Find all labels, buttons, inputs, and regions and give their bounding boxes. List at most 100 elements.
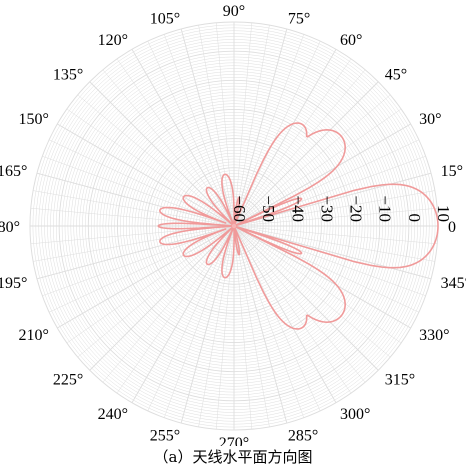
grid-spoke <box>235 228 352 394</box>
angle-tick-label: 270° <box>219 435 249 446</box>
grid-spoke <box>49 227 232 313</box>
grid-spoke <box>236 94 391 225</box>
angle-tick-label: 285° <box>288 428 318 445</box>
angle-tick-label: 330° <box>419 327 449 344</box>
grid-spoke <box>235 228 321 411</box>
grid-spoke <box>33 190 232 226</box>
angle-tick-label: 165° <box>0 163 27 180</box>
angle-tick-label: 90° <box>223 3 245 20</box>
grid-spoke <box>36 172 232 226</box>
grid-spoke <box>215 22 234 224</box>
angle-tick-label: 345° <box>441 275 466 292</box>
grid-spoke <box>235 41 321 224</box>
grid-spoke <box>116 58 233 224</box>
chart-caption: （a）天线水平面方向图 <box>153 448 313 466</box>
radial-tick-label: −40 <box>288 195 307 222</box>
grid-spoke <box>236 207 438 226</box>
grid-spoke <box>77 227 232 358</box>
angle-tick-label: 180° <box>0 219 20 236</box>
grid-spoke <box>163 34 234 224</box>
angle-tick-label: 255° <box>150 428 180 445</box>
grid-spoke <box>236 123 411 225</box>
grid-spoke <box>236 172 432 226</box>
grid-spoke <box>235 228 366 383</box>
grid-spoke <box>131 228 233 403</box>
radial-tick-label: −10 <box>376 195 395 222</box>
grid-spoke <box>33 226 232 262</box>
grid-spoke <box>163 228 234 418</box>
polar-chart: 0 15° 30° 45° 60° 75° 90° 105° 120° 135° 150° 165° 1… <box>0 3 466 446</box>
angle-tick-label: 150° <box>18 111 48 128</box>
grid-spoke <box>234 228 305 418</box>
grid-spoke <box>234 228 253 430</box>
grid-spoke <box>215 228 234 430</box>
grid-spoke <box>236 226 426 297</box>
angle-tick-label: 315° <box>385 372 415 389</box>
radial-tick-label: −20 <box>347 195 366 222</box>
angle-tick-label: 0 <box>448 219 456 236</box>
grid-spoke <box>180 28 234 224</box>
grid-spoke <box>102 228 233 383</box>
grid-spoke <box>66 108 232 225</box>
grid-spoke <box>235 58 352 224</box>
grid-spoke <box>49 139 232 225</box>
grid-spoke <box>236 108 402 225</box>
grid-spoke <box>234 228 288 424</box>
grid-spoke <box>236 155 426 226</box>
angle-tick-label: 135° <box>53 66 83 83</box>
radial-tick-label: −60 <box>230 195 249 222</box>
grid-spoke <box>235 69 366 224</box>
grid-spoke <box>234 28 288 224</box>
grid-spoke <box>235 81 379 225</box>
grid-spoke <box>234 22 253 224</box>
angle-tick-label: 75° <box>288 10 310 27</box>
grid-spoke <box>235 49 337 224</box>
angle-tick-label: 195° <box>0 275 27 292</box>
radial-tick-label: 0 <box>405 214 424 223</box>
grid-spoke <box>147 228 233 411</box>
grid-spoke <box>236 227 402 344</box>
angle-tick-label: 210° <box>18 327 48 344</box>
grid-spoke <box>180 228 234 424</box>
grid-spoke <box>234 34 305 224</box>
center-point <box>231 223 237 229</box>
grid-spoke <box>198 25 234 224</box>
angle-tick-label: 60° <box>340 32 362 49</box>
grid-spoke <box>131 49 233 224</box>
grid-spoke <box>234 228 270 427</box>
grid-spoke <box>235 228 337 403</box>
radial-tick-label: −30 <box>317 195 336 222</box>
series-line <box>157 122 439 330</box>
grid-spoke <box>234 25 270 224</box>
angle-tick-label: 300° <box>340 406 370 423</box>
grid-spoke <box>236 227 391 358</box>
grid-spoke <box>57 123 232 225</box>
angle-tick-label: 225° <box>53 372 83 389</box>
grid-spoke <box>236 227 411 329</box>
angle-tick-label: 105° <box>150 10 180 27</box>
grid-spoke <box>198 228 234 427</box>
angle-tick-label: 15° <box>441 163 463 180</box>
radial-tick-labels: −60 −50 −40 −30 −20 −10 0 10 <box>230 195 453 222</box>
grid-spoke <box>77 94 232 225</box>
radial-tick-label: 10 <box>434 205 453 222</box>
angle-tick-label: 30° <box>419 111 441 128</box>
grid-spoke <box>236 190 435 226</box>
grid-spoke <box>36 226 232 280</box>
grid-spoke <box>236 226 438 245</box>
grid-spoke <box>89 81 233 225</box>
grid-spoke <box>89 227 233 371</box>
angle-tick-label: 45° <box>385 66 407 83</box>
grid-spoke <box>57 227 232 329</box>
grid-spoke <box>235 227 379 371</box>
grid-spoke <box>102 69 233 224</box>
angle-tick-label: 240° <box>98 406 128 423</box>
grid-spoke <box>236 226 435 262</box>
grid-spoke <box>66 227 232 344</box>
grid-spoke <box>236 226 432 280</box>
pattern-series <box>157 122 439 330</box>
grid-spoke <box>147 41 233 224</box>
radial-tick-label: −50 <box>259 195 278 222</box>
angle-tick-labels: 0 15° 30° 45° 60° 75° 90° 105° 120° 135° 150° 165° 1… <box>0 3 466 446</box>
angle-tick-label: 120° <box>98 32 128 49</box>
